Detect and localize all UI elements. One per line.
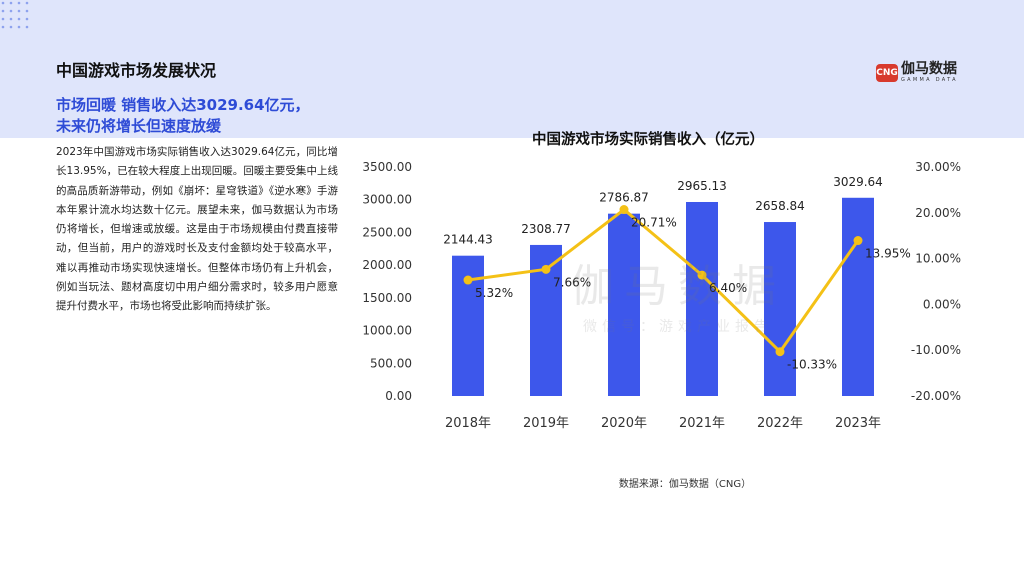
x-tick-label: 2020年 bbox=[601, 416, 647, 431]
bar-value-label: 2658.84 bbox=[755, 199, 805, 213]
growth-value-label: 5.32% bbox=[475, 286, 513, 300]
revenue-bar bbox=[608, 213, 640, 396]
growth-point bbox=[619, 205, 629, 215]
decorative-dots bbox=[1, 1, 29, 29]
revenue-bar bbox=[764, 222, 796, 396]
decor-dot bbox=[9, 17, 13, 21]
y-left-tick-label: 0.00 bbox=[385, 389, 412, 403]
bar-value-label: 2786.87 bbox=[599, 191, 649, 205]
growth-point bbox=[775, 347, 785, 357]
decor-dot bbox=[9, 1, 13, 5]
chart-title: 中国游戏市场实际销售收入（亿元） bbox=[532, 132, 764, 148]
decor-dot bbox=[17, 1, 21, 5]
decor-dot bbox=[25, 25, 29, 29]
growth-value-label: 13.95% bbox=[865, 247, 911, 261]
y-left-tick-label: 3500.00 bbox=[362, 160, 412, 174]
y-right-tick-label: 10.00% bbox=[915, 252, 961, 266]
growth-line bbox=[467, 208, 860, 354]
decor-dot bbox=[1, 25, 5, 29]
growth-point bbox=[541, 264, 551, 274]
decor-dot bbox=[1, 9, 5, 13]
decor-dot bbox=[9, 9, 13, 13]
decor-dot bbox=[9, 25, 13, 29]
decor-dot bbox=[25, 17, 29, 21]
growth-point bbox=[697, 270, 707, 280]
headline-line-2: 未来仍将增长但速度放缓 bbox=[56, 117, 222, 135]
y-left-tick-label: 3000.00 bbox=[362, 193, 412, 207]
brand-logo: CNG 伽马数据 GAMMA DATA bbox=[876, 62, 958, 83]
bar-value-label: 2965.13 bbox=[677, 179, 727, 193]
x-tick-label: 2021年 bbox=[679, 416, 725, 431]
decor-dot bbox=[25, 1, 29, 5]
growth-value-label: 20.71% bbox=[631, 216, 677, 230]
y-right-tick-label: -10.00% bbox=[911, 343, 961, 357]
x-tick-label: 2019年 bbox=[523, 416, 569, 431]
x-tick-label: 2023年 bbox=[835, 416, 881, 431]
logo-name: 伽马数据 bbox=[901, 61, 957, 77]
y-right-tick-label: 30.00% bbox=[915, 160, 961, 174]
revenue-bar bbox=[842, 197, 874, 396]
y-left-tick-label: 1500.00 bbox=[362, 291, 412, 305]
headline: 市场回暖 销售收入达3029.64亿元， 未来仍将增长但速度放缓 bbox=[56, 95, 310, 137]
decor-dot bbox=[17, 25, 21, 29]
growth-value-label: -10.33% bbox=[787, 358, 837, 372]
decor-dot bbox=[25, 9, 29, 13]
y-left-tick-label: 2000.00 bbox=[362, 258, 412, 272]
growth-value-label: 7.66% bbox=[553, 275, 591, 289]
page-title: 中国游戏市场发展状况 bbox=[56, 61, 217, 80]
growth-value-label: 6.40% bbox=[709, 281, 747, 295]
decor-dot bbox=[1, 17, 5, 21]
y-right-tick-label: -20.00% bbox=[911, 389, 961, 403]
decor-dot bbox=[1, 1, 5, 5]
y-right-tick-label: 0.00% bbox=[923, 297, 961, 311]
bar-value-label: 3029.64 bbox=[833, 175, 883, 189]
logo-mark-icon: CNG bbox=[876, 63, 898, 82]
x-tick-label: 2018年 bbox=[445, 416, 491, 431]
y-right-tick-label: 20.00% bbox=[915, 206, 961, 220]
growth-point bbox=[463, 275, 473, 285]
bar-value-label: 2308.77 bbox=[521, 222, 571, 236]
decor-dot bbox=[17, 9, 21, 13]
y-left-tick-label: 1000.00 bbox=[362, 324, 412, 338]
y-left-tick-label: 500.00 bbox=[370, 356, 412, 370]
revenue-bar bbox=[686, 201, 718, 396]
growth-point bbox=[853, 236, 863, 246]
bar-value-label: 2144.43 bbox=[443, 233, 493, 247]
revenue-chart: 3500.00 3000.00 2500.00 2000.00 1500.00 1000.… bbox=[362, 160, 961, 431]
data-source: 数据来源：伽马数据（CNG） bbox=[618, 479, 752, 490]
logo-subtitle: GAMMA DATA bbox=[901, 77, 958, 83]
body-paragraph: 2023年中国游戏市场实际销售收入达3029.64亿元，同比增长13.95%，已… bbox=[56, 146, 338, 313]
x-tick-label: 2022年 bbox=[757, 416, 803, 431]
y-left-tick-label: 2500.00 bbox=[362, 225, 412, 239]
headline-line-1: 市场回暖 销售收入达3029.64亿元， bbox=[56, 96, 310, 114]
decor-dot bbox=[17, 17, 21, 21]
header-band bbox=[0, 0, 1024, 138]
